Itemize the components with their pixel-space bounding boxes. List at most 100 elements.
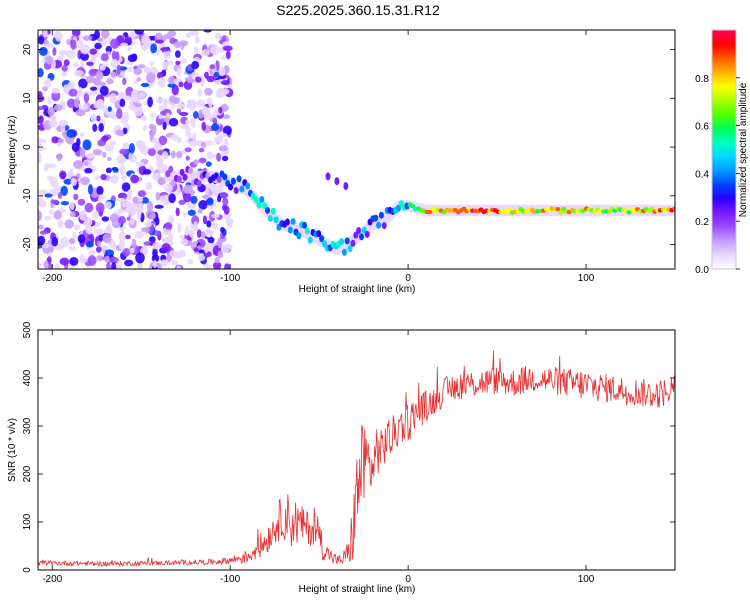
colorbar-gradient xyxy=(712,30,736,269)
spectrogram-noise-blob xyxy=(182,212,188,218)
spectrogram-noise-blob xyxy=(140,82,150,88)
spectrogram-ridge-mark xyxy=(381,222,387,230)
spectrogram-noise-blob xyxy=(106,224,112,235)
spectrogram-noise-blob xyxy=(54,104,63,112)
spectrogram-noise-blob xyxy=(118,231,126,243)
spectrogram-noise-blob xyxy=(129,247,135,254)
spectrogram-x-tick-label: 0 xyxy=(405,273,411,284)
spectrogram-noise-blob xyxy=(38,152,41,163)
spectrogram-ridge-mark xyxy=(188,167,194,175)
spectrogram-noise-blob xyxy=(140,226,150,233)
snr-y-tick-label: 300 xyxy=(22,417,33,434)
spectrogram-noise-blob xyxy=(206,97,212,104)
spectrogram-noise-blob xyxy=(41,243,51,249)
spectrogram-noise-blob xyxy=(109,93,118,104)
spectrogram-noise-blob xyxy=(222,197,229,206)
spectrogram-noise-blob xyxy=(133,208,143,213)
spectrogram-noise-blob xyxy=(214,71,220,78)
spectrogram-noise-blob xyxy=(171,104,176,110)
spectrogram-ridge-mark xyxy=(216,175,222,183)
spectrogram-noise-blob xyxy=(96,255,104,262)
spectrogram-ridge-mark xyxy=(267,214,273,222)
spectrogram-noise-blob xyxy=(134,231,145,239)
spectrogram-noise-blob xyxy=(44,193,53,198)
spectrogram-ridge-mark xyxy=(222,173,228,181)
spectrogram-noise-blob xyxy=(161,243,171,252)
spectrogram-noise-blob xyxy=(219,88,230,95)
spectrogram-ridge-mark xyxy=(378,211,384,219)
spectrogram-noise-blob xyxy=(211,213,220,219)
spectrogram-noise-blob xyxy=(78,39,84,51)
spectrogram-noise-blob xyxy=(163,98,168,109)
spectrogram-noise-blob xyxy=(89,48,98,55)
spectrogram-noise-blob xyxy=(93,228,104,235)
spectrogram-ridge-mark xyxy=(256,201,262,209)
spectrogram-noise-blob xyxy=(201,49,210,57)
spectrogram-noise-blob xyxy=(124,36,132,43)
spectrogram-noise-blob xyxy=(58,119,69,127)
spectrogram-noise-blob xyxy=(88,249,96,256)
spectrogram-y-tick-label: 0 xyxy=(22,144,33,150)
spectrogram-noise-blob xyxy=(112,167,119,173)
spectrogram-noise-blob xyxy=(193,220,198,231)
spectrogram-ridge-mark xyxy=(196,179,202,187)
spectrogram-noise-blob xyxy=(38,189,48,196)
spectrogram-noise-blob xyxy=(79,210,87,221)
spectrogram-noise-blob xyxy=(190,117,196,128)
spectrogram-noise-blob xyxy=(211,123,220,131)
spectrogram-noise-blob xyxy=(38,114,44,125)
spectrogram-noise-blob xyxy=(85,224,93,234)
spectrogram-noise-blob xyxy=(66,49,76,59)
spectrogram-noise-blob xyxy=(201,105,209,116)
spectrogram-noise-blob xyxy=(105,167,112,174)
spectrogram-noise-blob xyxy=(125,95,132,101)
spectrogram-noise-blob xyxy=(170,134,179,141)
figure-title: S225.2025.360.15.31.R12 xyxy=(276,2,440,18)
spectrogram-noise-blob xyxy=(167,60,175,65)
spectrogram-noise-blob xyxy=(78,78,88,89)
spectrogram-noise-blob xyxy=(178,249,186,258)
spectrogram-x-label: Height of straight line (km) xyxy=(299,284,416,295)
spectrogram-noise-blob xyxy=(73,224,81,231)
spectrogram-noise-blob xyxy=(198,147,205,153)
spectrogram-noise-blob xyxy=(130,174,139,184)
spectrogram-secondary-mark xyxy=(343,182,349,191)
spectrogram-ridge-mark xyxy=(168,165,174,173)
spectrogram-noise-blob xyxy=(126,216,131,221)
spectrogram-noise-blob xyxy=(47,96,52,106)
spectrogram-noise-blob xyxy=(155,216,160,226)
spectrogram-noise-blob xyxy=(43,40,50,45)
spectrogram-ridge-mark xyxy=(176,175,182,183)
spectrogram-noise-blob xyxy=(54,30,63,42)
spectrogram-noise-blob xyxy=(86,241,94,248)
spectrogram-noise-blob xyxy=(119,165,126,176)
spectrogram-noise-blob xyxy=(217,250,224,259)
spectrogram-noise-blob xyxy=(202,194,210,199)
spectrogram-noise-blob xyxy=(109,113,118,120)
spectrogram-ridge-mark xyxy=(273,216,279,224)
spectrogram-noise-blob xyxy=(135,252,145,264)
spectrogram-noise-blob xyxy=(210,45,220,55)
spectrogram-ridge-mark xyxy=(672,206,675,212)
spectrogram-noise-blob xyxy=(120,175,127,180)
spectrogram-noise-blob xyxy=(53,184,61,193)
spectrogram-noise-blob xyxy=(69,211,76,218)
spectrogram-noise-blob xyxy=(176,265,182,269)
spectrogram-noise-blob xyxy=(102,151,107,158)
spectrogram-noise-blob xyxy=(159,110,168,116)
spectrogram-noise-blob xyxy=(156,49,161,56)
spectrogram-ridge-mark xyxy=(410,203,416,209)
spectrogram-noise-blob xyxy=(137,190,146,197)
spectrogram-noise-blob xyxy=(68,88,78,97)
spectrogram-noise-blob xyxy=(140,115,147,122)
spectrogram-noise-blob xyxy=(185,119,190,127)
spectrogram-noise-blob xyxy=(178,81,184,88)
spectrogram-noise-blob xyxy=(168,215,175,224)
spectrogram-noise-blob xyxy=(179,124,189,130)
spectrogram-noise-blob xyxy=(218,184,224,194)
spectrogram-ridge-mark xyxy=(253,196,259,204)
spectrogram-noise-blob xyxy=(61,65,68,72)
spectrogram-noise-blob xyxy=(180,238,189,246)
spectrogram-noise-blob xyxy=(141,44,148,52)
